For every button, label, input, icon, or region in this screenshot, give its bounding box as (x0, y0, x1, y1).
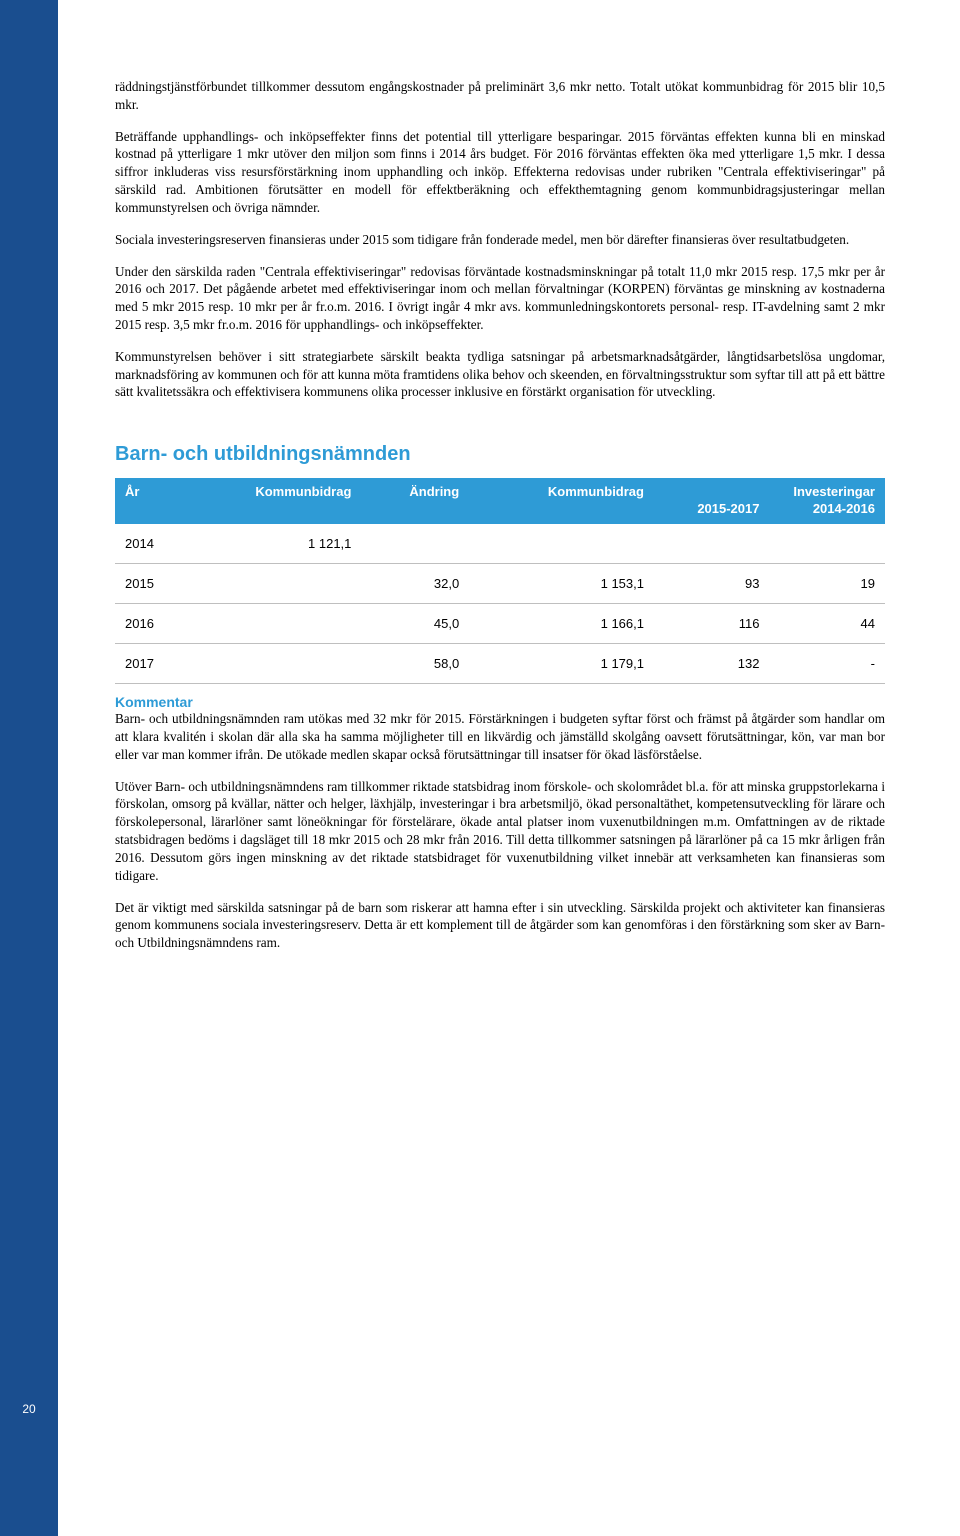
cell-year: 2016 (115, 604, 192, 644)
paragraph-5: Kommunstyrelsen behöver i sitt strategia… (115, 348, 885, 401)
cell-inv1: 132 (654, 644, 770, 684)
th-kommunbidrag2: Kommunbidrag (469, 478, 654, 501)
cell-year: 2014 (115, 524, 192, 564)
cell-inv2: 19 (769, 564, 885, 604)
th-period2: 2014-2016 (769, 501, 885, 524)
th-year: År (115, 478, 192, 501)
cell-kb (192, 644, 361, 684)
paragraph-1: räddningstjänstförbundet tillkommer dess… (115, 78, 885, 114)
th-kommunbidrag: Kommunbidrag (192, 478, 361, 501)
cell-inv2: - (769, 644, 885, 684)
cell-inv2 (769, 524, 885, 564)
cell-andr: 58,0 (361, 644, 469, 684)
sidebar: 20 (0, 0, 58, 1536)
cell-inv2: 44 (769, 604, 885, 644)
table-row: 2015 32,01 153,19319 (115, 564, 885, 604)
table-row: 2016 45,01 166,111644 (115, 604, 885, 644)
cell-inv1 (654, 524, 770, 564)
paragraph-3: Sociala investeringsreserven finansieras… (115, 231, 885, 249)
th-investeringar: Investeringar (654, 478, 885, 501)
th-andring: Ändring (361, 478, 469, 501)
kommentar-3: Det är viktigt med särskilda satsningar … (115, 899, 885, 952)
cell-kb (192, 604, 361, 644)
table-header-row: År Kommunbidrag Ändring Kommunbidrag Inv… (115, 478, 885, 501)
cell-kb: 1 121,1 (192, 524, 361, 564)
cell-kb2: 1 179,1 (469, 644, 654, 684)
cell-andr: 45,0 (361, 604, 469, 644)
cell-andr: 32,0 (361, 564, 469, 604)
page-number: 20 (0, 1402, 58, 1416)
cell-inv1: 93 (654, 564, 770, 604)
cell-andr (361, 524, 469, 564)
cell-year: 2015 (115, 564, 192, 604)
budget-table: År Kommunbidrag Ändring Kommunbidrag Inv… (115, 478, 885, 684)
th-period1: 2015-2017 (654, 501, 770, 524)
kommentar-1: Barn- och utbildningsnämnden ram utökas … (115, 710, 885, 763)
section-heading: Barn- och utbildningsnämnden (115, 443, 885, 466)
table-row: 20141 121,1 (115, 524, 885, 564)
paragraph-2: Beträffande upphandlings- och inköpseffe… (115, 128, 885, 217)
table-subheader-row: 2015-2017 2014-2016 (115, 501, 885, 524)
cell-kb2 (469, 524, 654, 564)
kommentar-2: Utöver Barn- och utbildningsnämndens ram… (115, 778, 885, 885)
content-area: räddningstjänstförbundet tillkommer dess… (115, 78, 885, 966)
kommentar-heading: Kommentar (115, 694, 885, 710)
cell-kb2: 1 166,1 (469, 604, 654, 644)
table-row: 2017 58,01 179,1132- (115, 644, 885, 684)
cell-kb (192, 564, 361, 604)
paragraph-4: Under den särskilda raden "Centrala effe… (115, 263, 885, 334)
cell-kb2: 1 153,1 (469, 564, 654, 604)
cell-inv1: 116 (654, 604, 770, 644)
cell-year: 2017 (115, 644, 192, 684)
